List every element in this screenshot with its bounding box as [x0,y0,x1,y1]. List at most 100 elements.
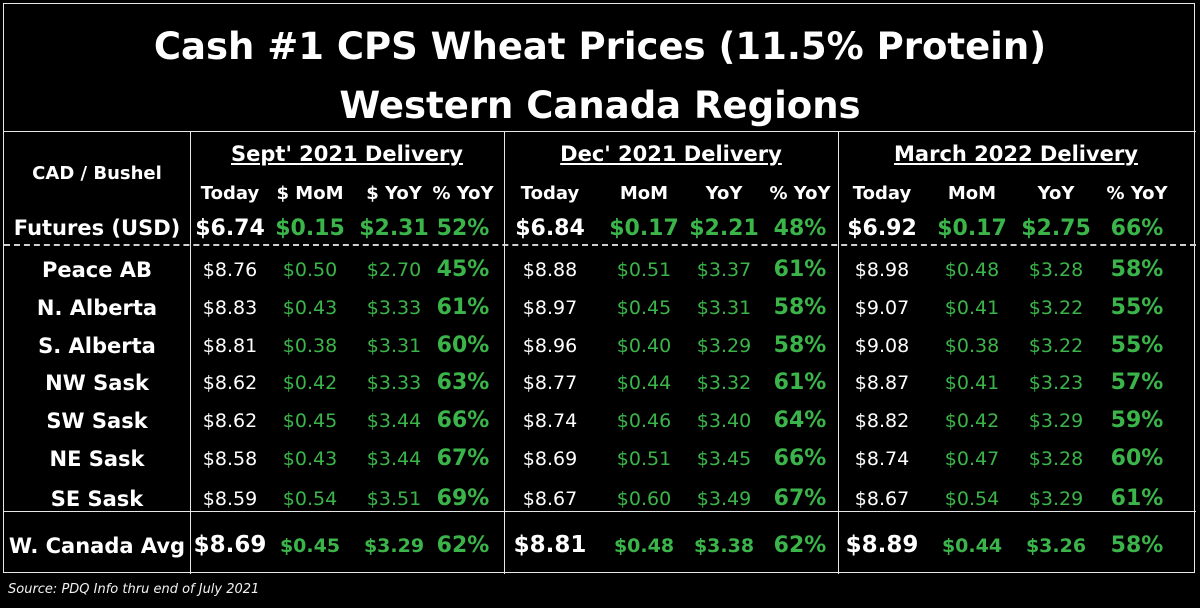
column-divider [838,132,839,574]
price-cell: $0.47 [944,448,1000,470]
price-cell: $8.88 [522,259,578,281]
price-cell: $8.74 [854,448,910,470]
price-cell: $3.44 [366,410,422,432]
price-cell: $9.07 [854,297,910,319]
price-cell: $3.22 [1028,297,1084,319]
price-cell: $0.60 [616,488,672,510]
price-cell: $0.48 [944,259,1000,281]
column-header: MoM [947,183,997,204]
price-cell: $3.49 [696,488,752,510]
futures-cell: $0.17 [937,216,1007,241]
percent-cell: 67% [436,446,490,471]
table-subtitle: Western Canada Regions [339,84,861,127]
percent-cell: 64% [773,408,827,433]
percent-cell: 60% [1110,446,1164,471]
row-label: NW Sask [45,371,149,395]
price-cell: $8.62 [202,372,258,394]
futures-cell: 48% [773,216,827,241]
price-cell: $8.83 [202,297,258,319]
price-cell: $0.54 [282,488,338,510]
futures-divider [4,244,1196,246]
percent-cell: 61% [773,370,827,395]
price-cell: $0.38 [282,335,338,357]
futures-cell: $6.74 [195,216,265,241]
price-cell: $0.42 [282,372,338,394]
price-cell: $0.40 [616,335,672,357]
percent-cell: 66% [773,446,827,471]
percent-cell: 61% [1110,486,1164,511]
percent-cell: 55% [1110,333,1164,358]
futures-cell: $2.75 [1021,216,1091,241]
price-cell: $3.33 [366,297,422,319]
row-label: SW Sask [46,409,148,433]
average-cell: $8.81 [513,532,587,558]
average-cell: $0.44 [941,535,1003,557]
percent-cell: 58% [773,295,827,320]
percent-cell: 58% [773,333,827,358]
futures-cell: $2.31 [359,216,429,241]
price-cell: $3.40 [696,410,752,432]
price-cell: $3.31 [366,335,422,357]
column-header: $ MoM [276,183,344,204]
source-note: Source: PDQ Info thru end of July 2021 [8,582,260,597]
percent-cell: 66% [436,408,490,433]
price-cell: $0.45 [282,410,338,432]
price-cell: $8.69 [522,448,578,470]
price-cell: $3.51 [366,488,422,510]
percent-cell: 57% [1110,370,1164,395]
percent-cell: 61% [773,257,827,282]
price-cell: $3.44 [366,448,422,470]
row-label: SE Sask [50,487,144,511]
price-cell: $8.97 [522,297,578,319]
futures-cell: $6.92 [847,216,917,241]
price-cell: $8.81 [202,335,258,357]
price-table: Cash #1 CPS Wheat Prices (11.5% Protein)… [3,3,1196,574]
price-cell: $3.29 [1028,488,1084,510]
column-header: Today [200,183,260,204]
column-header: MoM [619,183,669,204]
price-cell: $8.96 [522,335,578,357]
price-cell: $0.44 [616,372,672,394]
price-cell: $2.70 [366,259,422,281]
row-label: NE Sask [49,447,145,471]
column-header: YoY [1037,183,1075,204]
price-cell: $3.31 [696,297,752,319]
column-header: Today [520,183,580,204]
price-cell: $0.45 [616,297,672,319]
column-header: % YoY [769,183,831,204]
price-cell: $0.50 [282,259,338,281]
price-cell: $0.38 [944,335,1000,357]
price-cell: $0.41 [944,372,1000,394]
percent-cell: 69% [436,486,490,511]
price-cell: $3.29 [1028,410,1084,432]
average-cell: 62% [436,533,490,558]
column-divider [504,132,505,574]
row-label: S. Alberta [38,334,156,358]
title-divider [4,131,1196,132]
price-cell: $3.28 [1028,448,1084,470]
price-cell: $0.46 [616,410,672,432]
futures-cell: $6.84 [515,216,585,241]
price-cell: $8.77 [522,372,578,394]
price-cell: $8.76 [202,259,258,281]
section-header: Dec' 2021 Delivery [560,142,782,166]
row-label: N. Alberta [36,296,158,320]
price-cell: $0.54 [944,488,1000,510]
average-cell: $8.69 [193,532,267,558]
price-cell: $3.22 [1028,335,1084,357]
price-cell: $0.42 [944,410,1000,432]
percent-cell: 67% [773,486,827,511]
price-cell: $3.29 [696,335,752,357]
table-title: Cash #1 CPS Wheat Prices (11.5% Protein) [153,25,1047,68]
column-header: Today [852,183,912,204]
average-cell: 62% [773,533,827,558]
price-cell: $0.51 [616,259,672,281]
price-cell: $8.98 [854,259,910,281]
row-label: Peace AB [41,258,153,282]
column-header: % YoY [1106,183,1168,204]
column-header: % YoY [432,183,494,204]
percent-cell: 55% [1110,295,1164,320]
unit-label: CAD / Bushel [32,163,162,184]
column-header: YoY [705,183,743,204]
price-cell: $3.28 [1028,259,1084,281]
